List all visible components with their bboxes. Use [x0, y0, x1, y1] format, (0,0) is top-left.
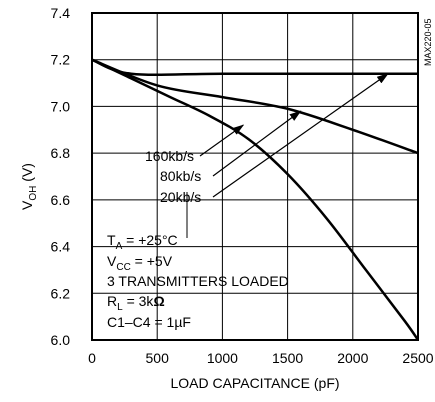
x-tick-label: 1500 — [272, 350, 303, 366]
y-tick-labels: 6.0 6.2 6.4 6.6 6.8 7.0 7.2 7.4 — [51, 5, 71, 348]
series-labels: 160kb/s 80kb/s 20kb/s — [145, 73, 389, 238]
y-tick-label: 6.8 — [51, 145, 71, 161]
series-line-160kb-s — [91, 58, 420, 341]
condition-transmitters: 3 TRANSMITTERS LOADED — [107, 273, 289, 289]
series-line-20kb-s — [91, 58, 418, 77]
x-tick-labels: 0 500 1000 1500 2000 2500 — [88, 350, 434, 366]
condition-ta-rest: = +25°C — [122, 232, 177, 248]
condition-rl: RL = 3kΩ — [107, 293, 165, 313]
condition-ta: TA = +25°C — [107, 232, 178, 252]
y-tick-label: 7.0 — [51, 98, 71, 114]
x-tick-label: 500 — [146, 350, 170, 366]
x-tick-label: 0 — [88, 350, 96, 366]
y-tick-label: 6.4 — [51, 239, 71, 255]
condition-cap: C1–C4 = 1µF — [107, 314, 191, 330]
series-label-80kb-arrow — [212, 110, 302, 177]
y-axis-title-main: V — [19, 200, 35, 210]
condition-rl-rest: = 3k — [123, 293, 155, 309]
y-tick-label: 7.4 — [51, 5, 71, 21]
series-label-80kb: 80kb/s — [160, 110, 302, 184]
test-conditions: TA = +25°C VCC = +5V 3 TRANSMITTERS LOAD… — [107, 232, 289, 330]
y-tick-label: 6.2 — [51, 285, 71, 301]
series-label-20kb-text: 20kb/s — [160, 189, 201, 205]
series-layer — [91, 58, 420, 341]
y-axis-title: VOH (V) — [19, 163, 39, 210]
y-tick-label: 7.2 — [51, 52, 71, 68]
plot-area — [91, 12, 419, 341]
condition-vcc: VCC = +5V — [107, 253, 173, 273]
condition-vcc-sub: CC — [116, 262, 130, 273]
condition-vcc-main: V — [107, 253, 117, 269]
condition-cap-main: C1–C4 = 1 — [107, 314, 175, 330]
condition-rl-sub: L — [117, 302, 123, 313]
condition-rl-main: R — [107, 293, 117, 309]
series-label-20kb-arrow — [212, 73, 389, 198]
x-tick-label: 2000 — [337, 350, 368, 366]
series-line-80kb-s — [91, 58, 419, 155]
condition-ta-main: T — [107, 232, 116, 248]
series-label-160kb-text: 160kb/s — [145, 148, 194, 164]
series-label-160kb-arrow — [199, 124, 245, 157]
series-label-160kb: 160kb/s — [145, 124, 245, 164]
series-label-20kb: 20kb/s — [160, 73, 389, 205]
series-label-80kb-text: 80kb/s — [160, 168, 201, 184]
y-axis-title-unit: (V) — [19, 163, 35, 186]
x-tick-label: 2500 — [402, 350, 433, 366]
y-axis-title-sub: OH — [28, 186, 39, 201]
condition-vcc-rest: = +5V — [131, 253, 173, 269]
condition-ta-sub: A — [116, 241, 123, 252]
x-axis-title: LOAD CAPACITANCE (pF) — [170, 375, 339, 391]
condition-rl-unit: Ω — [153, 293, 164, 309]
y-tick-label: 6.0 — [51, 332, 71, 348]
grid — [92, 13, 418, 340]
x-tick-label: 1000 — [207, 350, 238, 366]
condition-cap-unit: µF — [174, 314, 191, 330]
figure-code: MAX220-05 — [423, 18, 433, 66]
y-tick-label: 6.6 — [51, 192, 71, 208]
